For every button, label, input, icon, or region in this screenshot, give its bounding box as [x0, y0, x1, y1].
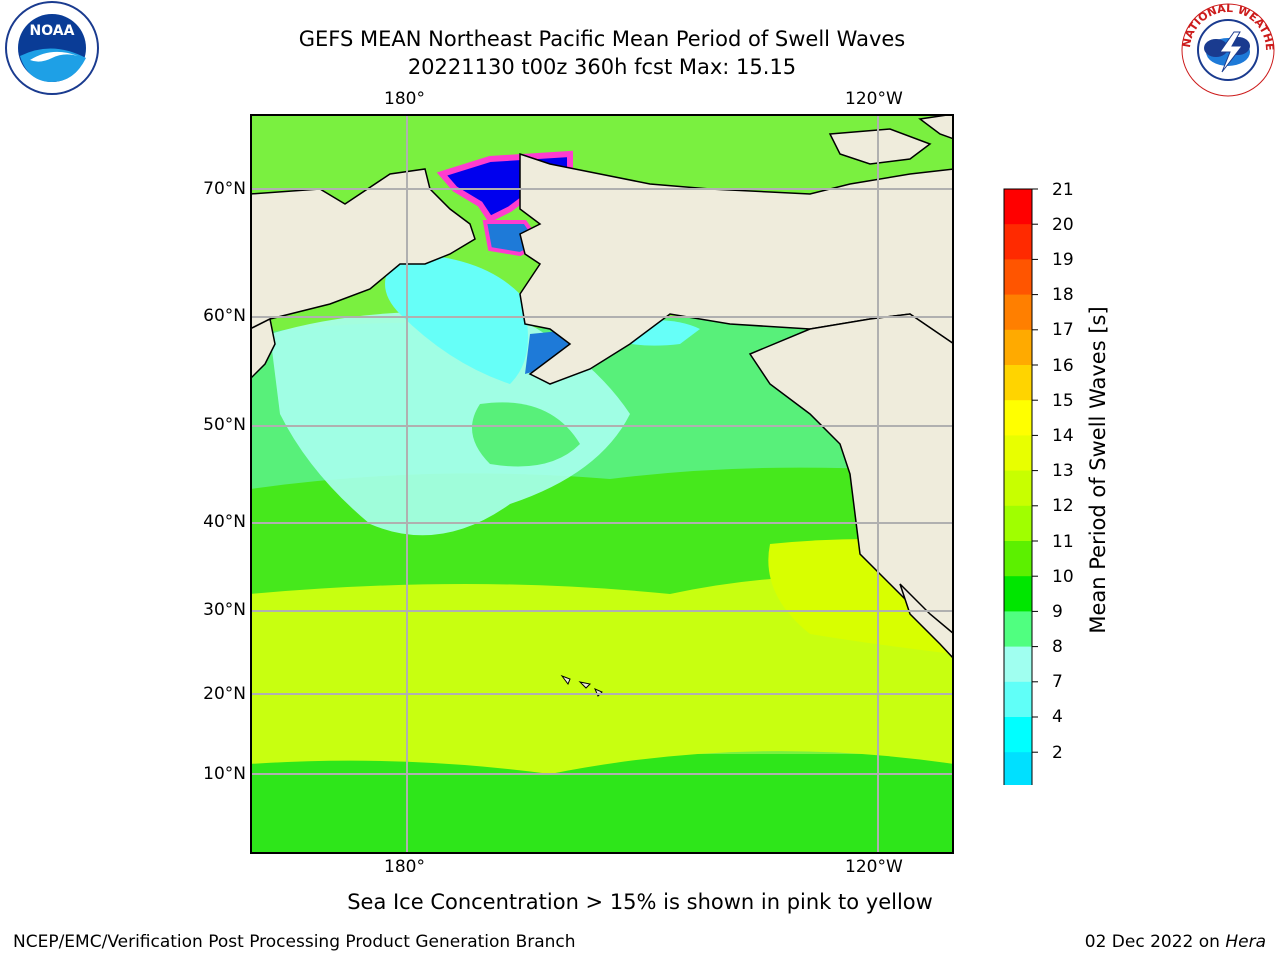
land-baja	[899, 583, 954, 661]
chart-subtitle: 20221130 t00z 360h fcst Max: 15.15	[407, 55, 797, 79]
colorbar-tick: 14	[1052, 426, 1074, 446]
lat-label-20n: 20°N	[203, 684, 246, 704]
colorbar-segment	[1004, 681, 1032, 718]
colorbar-tick: 8	[1052, 637, 1063, 657]
colorbar-segment	[1004, 470, 1032, 507]
colorbar-tick: 15	[1052, 391, 1074, 411]
lat-label-70n: 70°N	[203, 179, 246, 199]
colorbar-segment	[1004, 329, 1032, 366]
lat-label-10n: 10°N	[203, 764, 246, 784]
colorbar-title: Mean Period of Swell Waves [s]	[1086, 306, 1110, 634]
footer-date-text: 02 Dec 2022 on	[1084, 932, 1226, 952]
colorbar-segment	[1004, 224, 1032, 260]
land-canada-coast	[748, 313, 954, 854]
ocean-band-tropics	[250, 754, 954, 854]
land-arctic-islands	[828, 128, 932, 165]
chart-title: GEFS MEAN Northeast Pacific Mean Period …	[298, 27, 906, 51]
footer-date: 02 Dec 2022 on Hera	[1085, 932, 1266, 952]
noaa-logo: NOAA	[5, 1, 99, 95]
colorbar-tick: 4	[1052, 707, 1063, 727]
ocean-band-yellow	[250, 569, 954, 774]
colorbar-segment	[1004, 365, 1032, 401]
lat-label-60n: 60°N	[203, 306, 246, 326]
footer-host: Hera	[1225, 932, 1266, 952]
colorbar-tick: 10	[1052, 567, 1074, 587]
colorbar-segment	[1004, 717, 1032, 753]
land-kamchatka	[250, 317, 276, 381]
colorbar-segment	[1004, 189, 1032, 225]
lon-label-bottom-180: 180°	[384, 857, 425, 877]
sea-ice-note: Sea Ice Concentration > 15% is shown in …	[347, 890, 933, 914]
colorbar-tick: 11	[1052, 532, 1074, 552]
colorbar-tick: 21	[1052, 180, 1074, 200]
graticule	[250, 114, 954, 854]
colorbar-tick: 7	[1052, 672, 1063, 692]
lat-label-30n: 30°N	[203, 600, 246, 620]
colorbar	[1003, 188, 1038, 785]
colorbar-segment	[1004, 400, 1032, 436]
land-siberia	[250, 168, 476, 330]
lon-label-bottom-120w: 120°W	[845, 857, 903, 877]
colorbar-segment	[1004, 576, 1032, 612]
colorbar-segment	[1004, 505, 1032, 542]
colorbar-segment	[1004, 294, 1032, 331]
lon-label-top-180: 180°	[384, 89, 425, 109]
colorbar-segment	[1004, 646, 1032, 683]
colorbar-tick: 16	[1052, 356, 1074, 376]
colorbar-tick: 17	[1052, 320, 1074, 340]
colorbar-tick: 9	[1052, 602, 1063, 622]
colorbar-segment	[1004, 752, 1032, 785]
bering-cyan	[385, 254, 528, 384]
colorbar-tick: 12	[1052, 496, 1074, 516]
map-panel	[250, 114, 954, 854]
colorbar-segment	[1004, 611, 1032, 648]
colorbar-segment	[1004, 541, 1032, 577]
colorbar-tick: 19	[1052, 250, 1074, 270]
nws-logo: NATIONAL WEATHER SERVICE	[1176, 0, 1276, 97]
lon-label-top-120w: 120°W	[845, 89, 903, 109]
ocean-green-tongue	[472, 402, 580, 467]
lat-label-50n: 50°N	[203, 415, 246, 435]
svg-text:NOAA: NOAA	[30, 23, 75, 39]
colorbar-segment	[1004, 435, 1032, 472]
lat-label-40n: 40°N	[203, 512, 246, 532]
colorbar-tick: 13	[1052, 461, 1074, 481]
footer-credit: NCEP/EMC/Verification Post Processing Pr…	[13, 932, 576, 952]
colorbar-tick: 20	[1052, 215, 1074, 235]
colorbar-tick: 18	[1052, 285, 1074, 305]
colorbar-segment	[1004, 259, 1032, 296]
colorbar-tick: 2	[1052, 743, 1063, 763]
land-alaska	[519, 152, 954, 385]
